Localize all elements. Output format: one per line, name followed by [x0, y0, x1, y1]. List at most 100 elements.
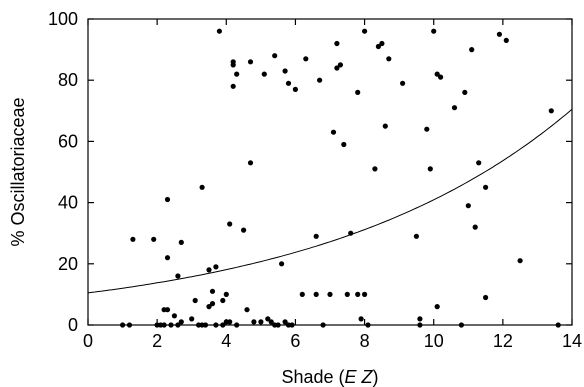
x-tick-label: 14	[562, 331, 582, 351]
data-point	[451, 105, 458, 111]
data-point	[234, 322, 240, 328]
data-point	[417, 322, 423, 328]
data-point	[261, 71, 267, 77]
data-point	[206, 267, 212, 273]
data-point	[472, 224, 478, 230]
data-point	[227, 221, 233, 227]
data-point	[244, 307, 250, 313]
data-point	[178, 239, 184, 245]
data-point	[476, 160, 482, 166]
x-tick-label: 8	[360, 331, 370, 351]
data-point	[209, 288, 216, 294]
data-point	[355, 291, 361, 297]
data-point	[334, 40, 340, 47]
data-point	[171, 313, 177, 319]
data-point	[279, 261, 285, 267]
data-point	[164, 307, 171, 313]
x-axis-label-part: Shade (	[281, 367, 344, 387]
data-point	[289, 322, 295, 328]
data-point	[313, 233, 319, 239]
data-point	[258, 319, 264, 325]
data-point	[379, 40, 385, 47]
y-tick-label: 20	[58, 254, 78, 274]
data-point	[417, 316, 423, 322]
data-point	[272, 53, 278, 59]
data-point	[365, 322, 371, 328]
data-point	[334, 65, 340, 71]
data-point	[483, 184, 489, 190]
data-point	[292, 86, 298, 92]
data-point	[400, 80, 406, 86]
data-point	[164, 196, 171, 203]
data-point	[120, 322, 126, 328]
plot-frame	[87, 18, 573, 326]
data-point	[355, 89, 361, 95]
data-point	[220, 322, 226, 328]
x-tick-label: 4	[221, 331, 231, 351]
data-point	[341, 141, 347, 148]
data-point	[126, 322, 133, 328]
data-point	[265, 316, 271, 322]
data-point	[230, 83, 236, 89]
data-point	[330, 129, 337, 135]
data-point	[303, 56, 309, 62]
data-point	[285, 80, 292, 86]
data-point	[434, 304, 440, 310]
data-point	[275, 322, 281, 328]
data-point	[227, 319, 233, 325]
data-point	[424, 126, 430, 132]
data-point	[372, 166, 378, 172]
data-point	[151, 236, 157, 242]
data-point	[382, 123, 388, 129]
data-point	[358, 316, 364, 322]
data-point	[465, 203, 471, 209]
x-tick-label: 10	[424, 331, 444, 351]
x-axis-label: Shade (E Z)	[281, 367, 378, 387]
data-point	[247, 59, 254, 65]
data-point	[313, 291, 319, 297]
data-point	[344, 291, 350, 297]
data-point	[202, 322, 209, 328]
data-point	[189, 316, 195, 322]
data-point	[209, 301, 216, 307]
data-points	[120, 28, 561, 328]
data-point	[251, 319, 257, 325]
data-point	[220, 297, 226, 304]
data-point	[375, 43, 381, 50]
data-point	[548, 108, 554, 114]
y-tick-label: 0	[68, 315, 78, 335]
data-point	[413, 233, 419, 239]
data-point	[223, 291, 229, 297]
x-tick-label: 0	[83, 331, 93, 351]
data-point	[178, 319, 184, 325]
data-point	[517, 258, 523, 264]
data-point	[192, 297, 198, 304]
data-point	[458, 322, 464, 328]
axes: 0 2 4 6 8 10 12 14 0 20 40 60 80 100	[48, 9, 582, 351]
data-point	[216, 28, 222, 34]
y-axis-label: % Oscillatoriaceae	[8, 97, 28, 246]
data-point	[337, 62, 343, 68]
y-tick-label: 40	[58, 193, 78, 213]
data-point	[362, 291, 368, 297]
y-tick-label: 100	[48, 9, 78, 29]
data-point	[320, 322, 326, 328]
data-point	[386, 56, 392, 62]
x-axis-label-part: )	[373, 367, 379, 387]
data-point	[438, 74, 444, 80]
x-tick-label: 12	[493, 331, 513, 351]
data-point	[247, 160, 254, 166]
data-point	[206, 304, 212, 310]
x-tick-label: 2	[152, 331, 162, 351]
data-point	[213, 322, 219, 328]
data-point	[503, 37, 509, 44]
data-point	[175, 273, 181, 279]
x-tick-label: 6	[290, 331, 300, 351]
fit-curve-group	[87, 108, 573, 294]
data-point	[434, 71, 440, 77]
data-point	[317, 77, 323, 83]
data-point	[230, 62, 236, 68]
data-point	[496, 31, 502, 37]
data-point	[555, 322, 561, 328]
